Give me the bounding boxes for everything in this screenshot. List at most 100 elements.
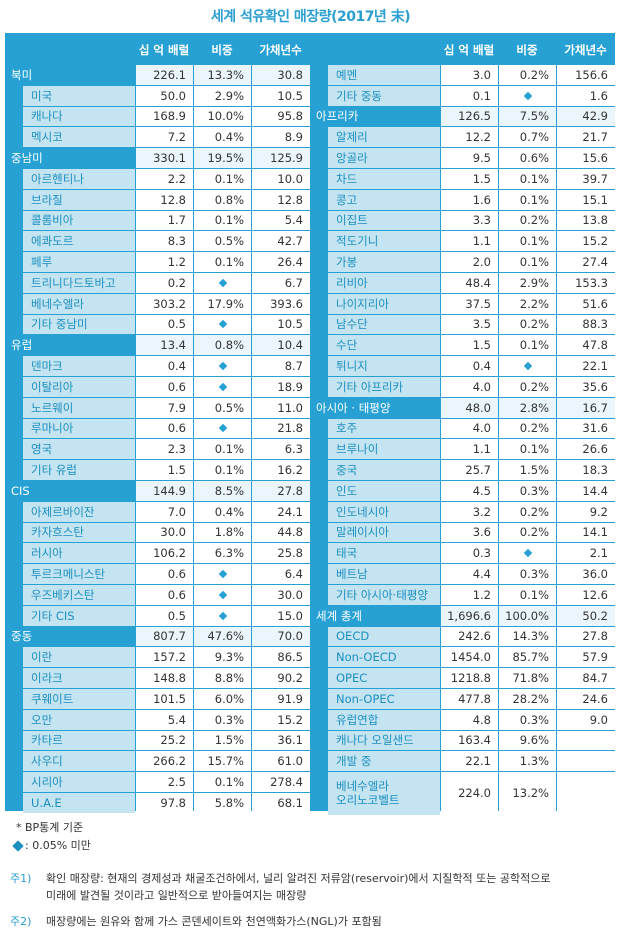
row-name: 멕시코: [23, 127, 135, 148]
legend-note: : 0.05% 미만: [10, 837, 91, 853]
row-rp-years: 26.4: [252, 252, 310, 272]
row-share: 0.1%: [194, 460, 251, 480]
row-share: 71.8%: [499, 668, 556, 688]
row-name: 기타 아시아·태평양: [328, 585, 440, 605]
row-name: 아시아 · 태평양: [310, 397, 440, 418]
row-reserves: 226.1: [136, 65, 193, 85]
row-reserves: 3.0: [441, 65, 498, 85]
row-reserves: 48.4: [441, 273, 498, 293]
row-name: 캐나다 오일샌드: [328, 730, 440, 751]
row-share: 28.2%: [499, 689, 556, 709]
row-name: 브루나이: [328, 439, 440, 460]
table-row: 페루 1.2 0.1% 26.4: [5, 252, 310, 272]
row-name: 트리니다드토바고: [23, 273, 135, 293]
row-share: 0.1%: [499, 169, 556, 189]
diamond-icon: [218, 590, 227, 600]
row-reserves: 106.2: [136, 543, 193, 564]
row-share: 0.1%: [194, 772, 251, 792]
left-table: 십 억 배럴 비중 가채년수 북미 226.1 13.3% 30.8 미국 50.0 2.9% 10…: [5, 33, 310, 813]
row-reserves: 48.0: [441, 397, 498, 418]
row-name: 투르크메니스탄: [23, 564, 135, 584]
table-row: 태국 0.3 2.1: [310, 543, 615, 564]
row-share: 0.1%: [194, 439, 251, 460]
row-reserves: 0.5: [136, 314, 193, 335]
row-reserves: 2.0: [441, 252, 498, 272]
row-name: 카타르: [23, 730, 135, 751]
table-row: Non-OECD 1454.0 85.7% 57.9: [310, 647, 615, 668]
row-rp-years: 393.6: [252, 293, 310, 314]
row-reserves: 330.1: [136, 148, 193, 168]
row-share: 0.3%: [194, 709, 251, 730]
row-rp-years: 27.8: [252, 481, 310, 501]
row-name: 유럽: [5, 335, 135, 356]
table-row: 남수단 3.5 0.2% 88.3: [310, 314, 615, 335]
row-share: 5.8%: [194, 793, 251, 813]
row-rp-years: 42.7: [252, 231, 310, 252]
row-reserves: 9.5: [441, 148, 498, 168]
row-name: 콜롬비아: [23, 210, 135, 231]
row-reserves: 144.9: [136, 481, 193, 501]
row-share: 0.2%: [499, 377, 556, 397]
table-row: 인도네시아 3.2 0.2% 9.2: [310, 501, 615, 522]
table-row: 개발 중 22.1 1.3%: [310, 751, 615, 772]
note1-text: 확인 매장량: 현재의 경제성과 채굴조건하에서, 널리 알려진 저류암(res…: [46, 872, 551, 902]
row-reserves: 168.9: [136, 106, 193, 127]
table-row: 콩고 1.6 0.1% 15.1: [310, 189, 615, 210]
row-name: 사우디: [23, 751, 135, 772]
table-row: 시리아 2.5 0.1% 278.4: [5, 772, 310, 792]
row-reserves: 50.0: [136, 85, 193, 106]
diamond-icon: [218, 320, 227, 329]
row-share: 0.8%: [194, 335, 251, 356]
row-reserves: 0.4: [441, 356, 498, 376]
row-rp-years: 27.8: [557, 626, 615, 647]
row-rp-years: 10.5: [252, 85, 310, 106]
row-rp-years: 95.8: [252, 106, 310, 127]
row-rp-years: 39.7: [557, 169, 615, 189]
row-reserves: 2.5: [136, 772, 193, 792]
row-name: 태국: [328, 543, 440, 564]
row-share: 6.3%: [194, 543, 251, 564]
table-row: 쿠웨이트 101.5 6.0% 91.9: [5, 689, 310, 709]
header-col2: 비중: [516, 43, 538, 57]
row-name: 아제르바이잔: [23, 501, 135, 522]
row-rp-years: [557, 772, 615, 815]
row-reserves: 1.5: [441, 335, 498, 356]
row-reserves: 0.6: [136, 564, 193, 584]
row-share-marker: [194, 356, 251, 376]
row-rp-years: 15.1: [557, 189, 615, 210]
row-rp-years: 15.2: [557, 231, 615, 252]
row-share: 1.3%: [499, 751, 556, 772]
table-row: 기타 CIS 0.5 15.0: [5, 605, 310, 626]
row-share: 0.1%: [499, 439, 556, 460]
table-row: 예멘 3.0 0.2% 156.6: [310, 65, 615, 85]
row-share: 15.7%: [194, 751, 251, 772]
row-name: 유럽연합: [328, 709, 440, 730]
table-row: 이라크 148.8 8.8% 90.2: [5, 668, 310, 688]
row-reserves: 30.0: [136, 522, 193, 543]
row-rp-years: 5.4: [252, 210, 310, 231]
row-reserves: 2.3: [136, 439, 193, 460]
note2-text: 매장량에는 원유와 함께 가스 콘덴세이트와 천연액화가스(NGL)가 포함됨: [46, 915, 382, 928]
diamond-icon: [523, 91, 532, 100]
row-rp-years: 8.9: [252, 127, 310, 148]
row-reserves: 242.6: [441, 626, 498, 647]
row-reserves: 7.0: [136, 501, 193, 522]
row-reserves: 2.2: [136, 169, 193, 189]
table-row: 나이지리아 37.5 2.2% 51.6: [310, 293, 615, 314]
row-share: 0.3%: [499, 564, 556, 584]
row-reserves: 5.4: [136, 709, 193, 730]
row-name: CIS: [5, 481, 135, 501]
header-col3: 가채년수: [259, 43, 302, 57]
diamond-icon: [218, 569, 227, 579]
diamond-icon: [218, 361, 227, 371]
row-name: 루마니아: [23, 418, 135, 439]
row-name: 이탈리아: [23, 377, 135, 397]
row-name: OPEC: [328, 668, 440, 688]
row-name: 기타 중동: [328, 85, 440, 106]
row-reserves: 224.0: [441, 772, 498, 815]
table-row: 오만 5.4 0.3% 15.2: [5, 709, 310, 730]
row-reserves: 1.2: [136, 252, 193, 272]
row-reserves: 303.2: [136, 293, 193, 314]
row-share: 2.2%: [499, 293, 556, 314]
row-name: 이집트: [328, 210, 440, 231]
